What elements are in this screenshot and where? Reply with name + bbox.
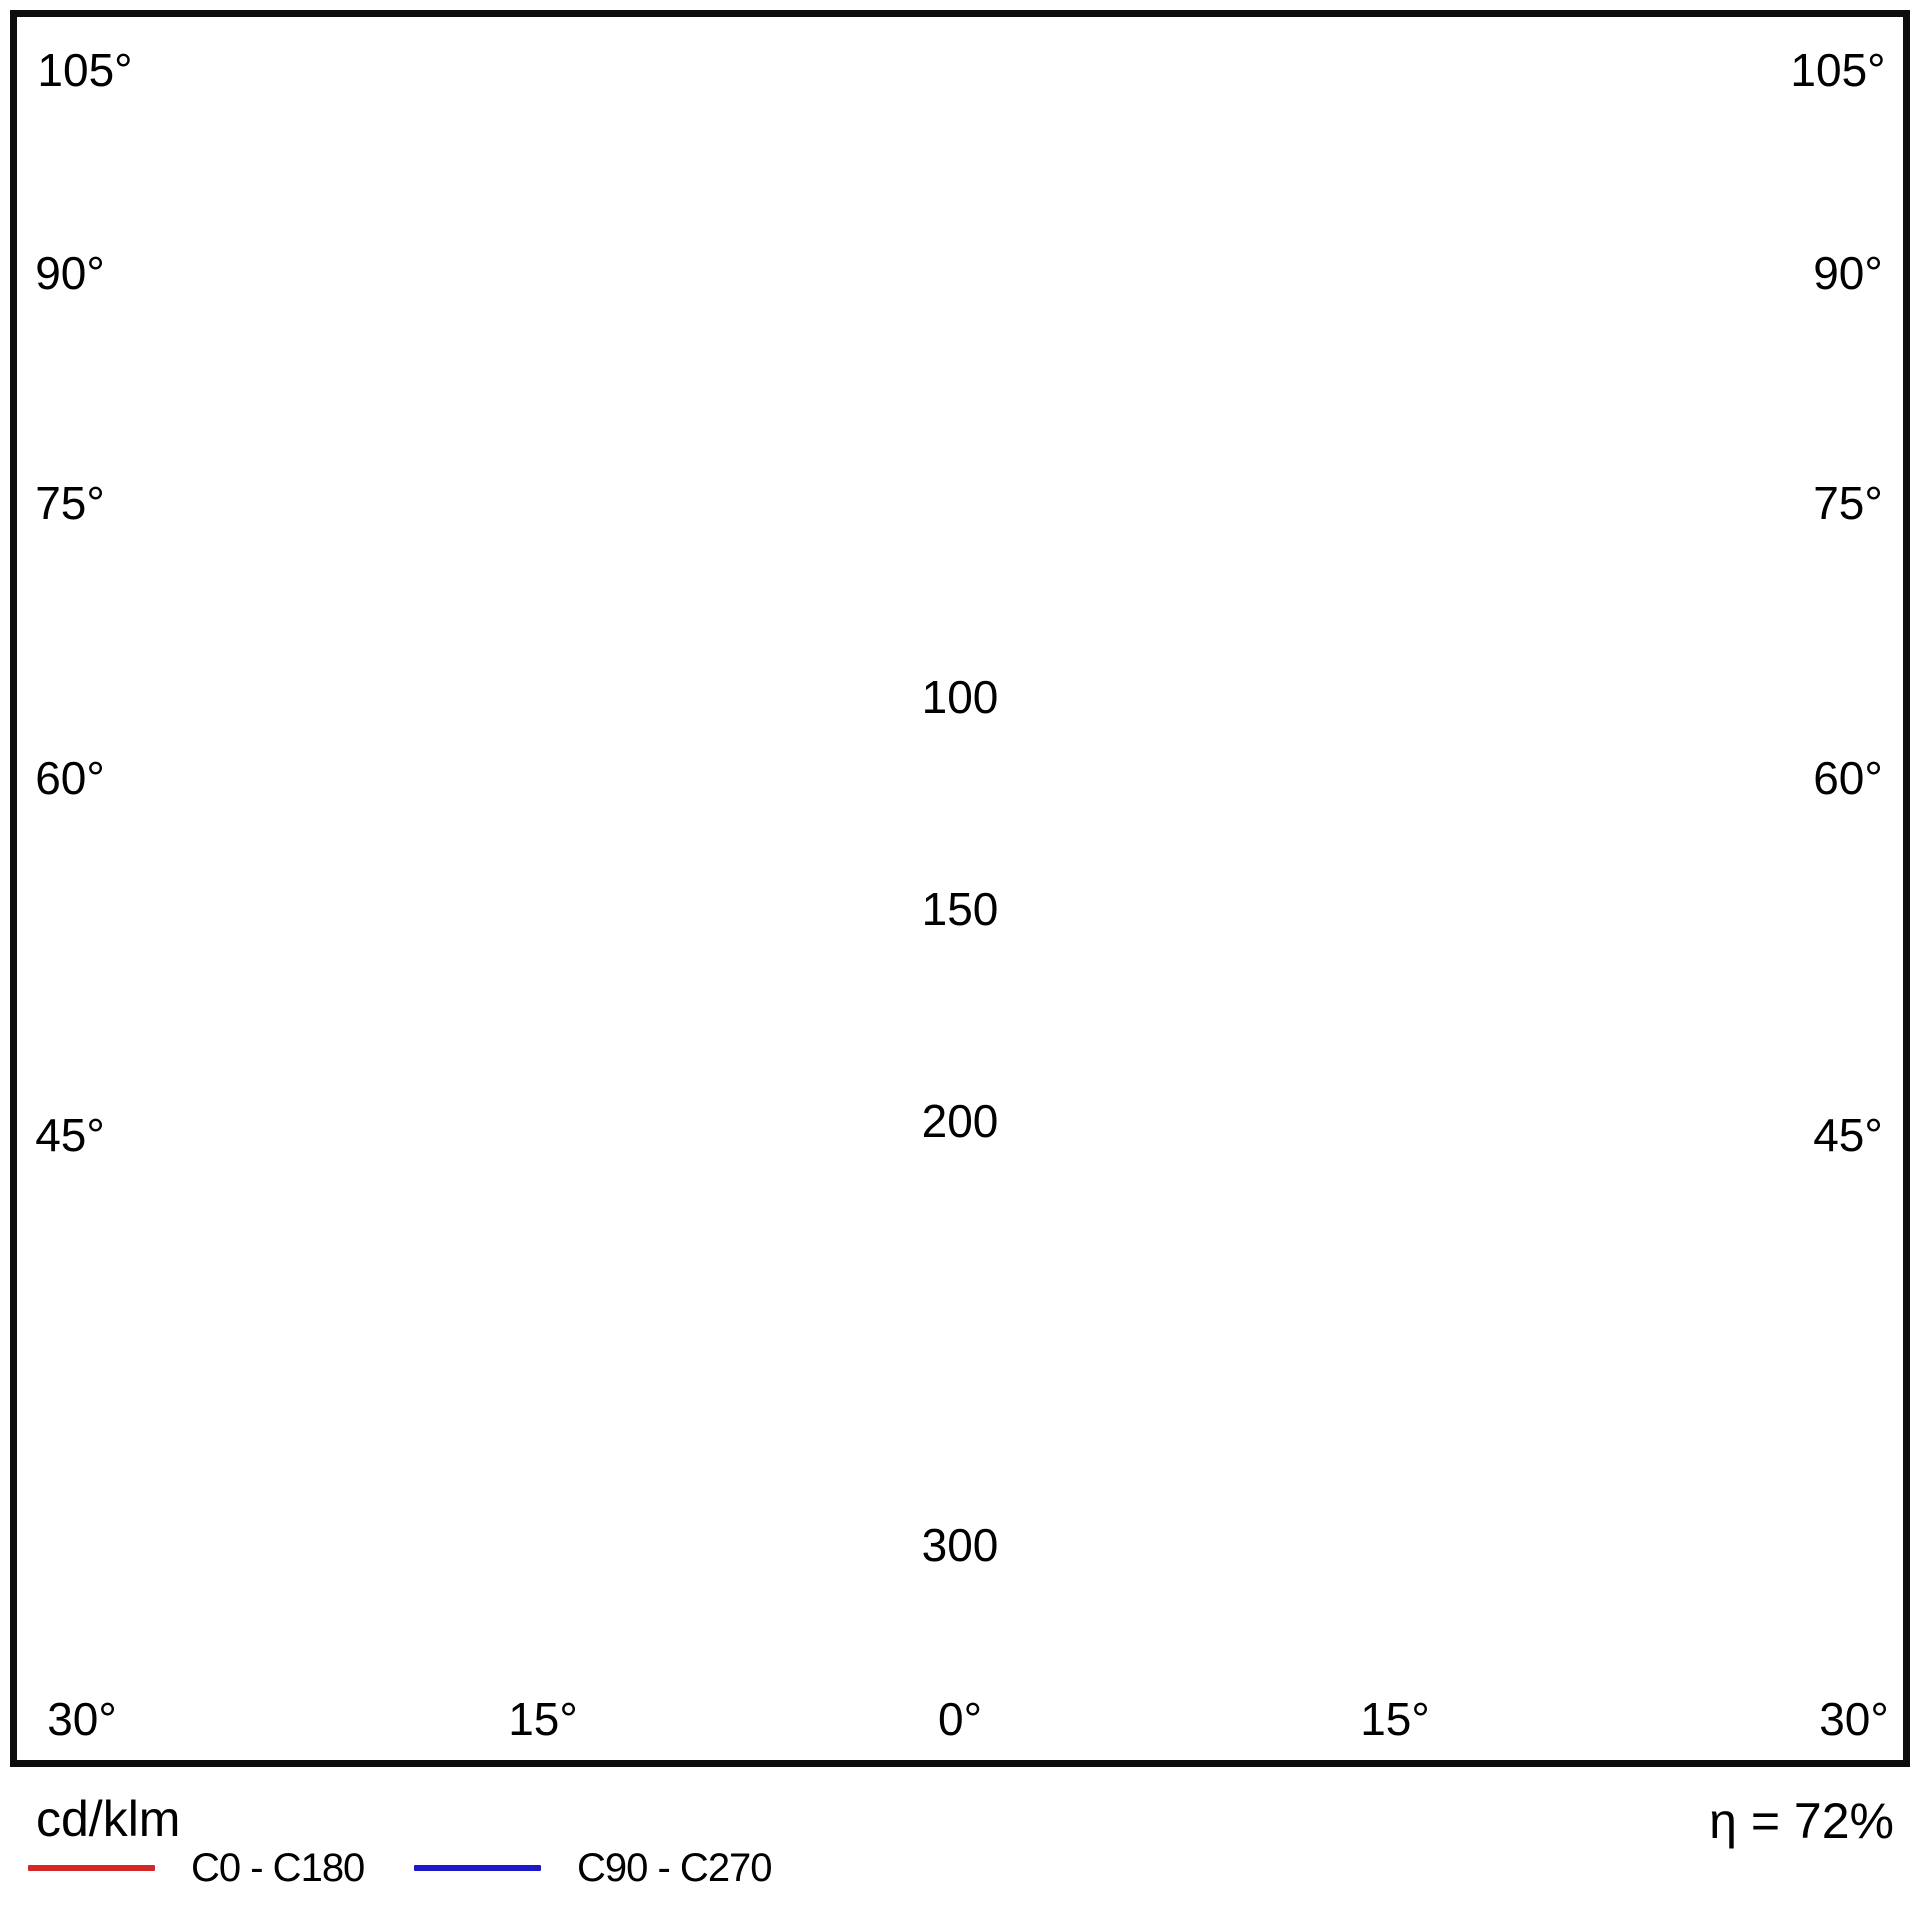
angle-label-right: 45°: [1813, 1109, 1883, 1161]
angle-label-left: 60°: [35, 752, 105, 804]
radius-label: 200: [922, 1095, 999, 1147]
grid-ray-fine: [988, 0, 1016, 63]
angle-label-bottom: 30°: [1819, 1693, 1889, 1745]
grid-ray-fine: [1128, 15, 1296, 144]
grid-ray: [287, 478, 905, 1920]
angle-label-left: 105°: [37, 44, 132, 96]
grid-circle: [0, 0, 1920, 1757]
legend-label-c0-c180: C0 - C180: [191, 1845, 365, 1890]
grid-ray-fine: [1170, 301, 1380, 329]
grid-ray-fine: [905, 483, 933, 693]
grid-ray-fine: [702, 441, 831, 609]
plot-border: [10, 10, 1910, 1767]
grid-ray: [1110, 423, 1920, 1920]
grid-ray: [1144, 379, 1920, 1573]
grid-circle: [324, 0, 1596, 909]
angle-label-left: 90°: [35, 247, 105, 299]
grid-ray-fine: [1170, 218, 1380, 246]
grid-ray: [0, 379, 776, 1573]
grid-ray: [0, 457, 854, 1920]
angle-label-right: 75°: [1813, 477, 1883, 529]
grid-ray-fine: [798, 469, 879, 665]
grid-ray-fine: [540, 218, 750, 246]
grid-ray-fine: [905, 0, 933, 63]
grid-ray-fine: [1156, 354, 1352, 435]
grid-circle: [748, 61, 1172, 485]
angle-label-right: 90°: [1813, 247, 1883, 299]
grid-ray-fine: [988, 483, 1016, 693]
grid-ray-fine: [624, 15, 792, 144]
legend-item-c0-c180: C0 - C180: [28, 1845, 365, 1890]
radius-label: 100: [922, 671, 999, 723]
grid-ray-fine: [1156, 111, 1352, 192]
grid-circle: [0, 0, 1920, 1545]
grid-ray-fine: [568, 354, 764, 435]
angle-label-bottom: 15°: [1360, 1693, 1430, 1745]
legend-swatch-c0-c180-icon: [28, 1865, 155, 1871]
grid-ray-fine: [1041, 469, 1122, 665]
grid-ray: [1165, 0, 1920, 218]
grid-ray-fine: [540, 301, 750, 329]
grid-circle: [112, 0, 1808, 1121]
axis-labels: 105° 105° 90° 90° 75° 75° 60° 60° 45° 45° 30° 15° 0°…: [27, 36, 1897, 1753]
grid-ray-fine: [624, 402, 792, 531]
grid-ray: [1165, 328, 1920, 946]
efficiency-label: η = 72%: [1709, 1793, 1894, 1849]
angle-label-left: 75°: [35, 477, 105, 529]
grid-ray-fine: [1128, 402, 1296, 531]
angle-label-bottom: 15°: [508, 1693, 578, 1745]
radius-label: 150: [922, 883, 999, 935]
curve-c0-c180: [459, 271, 1460, 1363]
legend-item-c90-c270: C90 - C270: [414, 1845, 773, 1890]
grid-ray: [1066, 457, 1920, 1920]
angle-label-left: 45°: [35, 1109, 105, 1161]
angle-label-right: 60°: [1813, 752, 1883, 804]
units-label: cd/klm: [36, 1791, 181, 1847]
grid-ray-fine: [1089, 441, 1218, 609]
angle-label-bottom: 30°: [47, 1693, 117, 1745]
grid-ray: [0, 0, 755, 218]
angle-label-bottom: 0°: [938, 1693, 982, 1745]
grid-ray: [0, 328, 755, 946]
radius-label: 300: [922, 1519, 999, 1571]
grid-circle: [536, 0, 1384, 697]
angle-label-right: 105°: [1790, 44, 1885, 96]
grid-ray: [1015, 478, 1633, 1920]
grid-ray: [0, 423, 810, 1920]
curve-c90-c270: [459, 271, 1460, 1363]
legend-label-c90-c270: C90 - C270: [577, 1845, 773, 1890]
legend-swatch-c90-c270-icon: [414, 1865, 541, 1871]
grid-ray-fine: [568, 111, 764, 192]
